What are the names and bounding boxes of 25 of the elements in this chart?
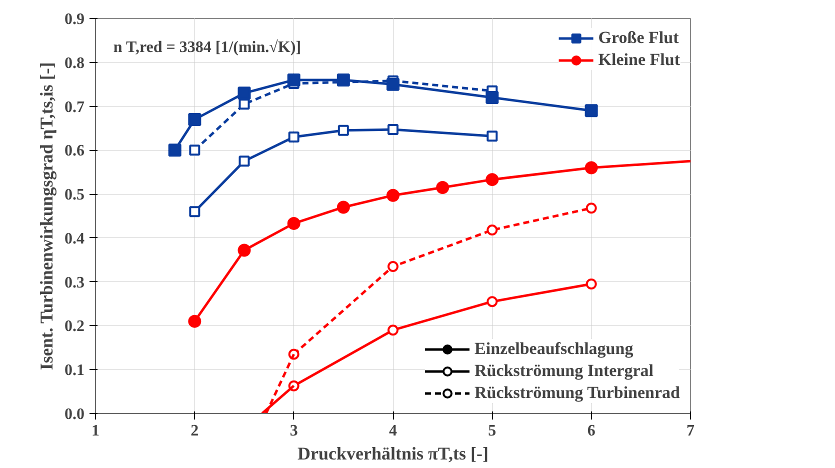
legend-label: Einzelbeaufschlagung — [474, 339, 634, 359]
y-tick-label: 0.9 — [64, 11, 84, 28]
x-tick-label: 1 — [92, 422, 100, 440]
legend-label: Rückströmung Intergral — [474, 361, 654, 381]
y-tick-label: 0.0 — [64, 406, 84, 423]
x-axis-title: Druckverhältnis πT,ts [-] — [297, 444, 489, 464]
y-tick-label: 0.1 — [64, 362, 84, 380]
annotation: n T,red = 3384 [1/(min.√K)] — [113, 39, 302, 56]
legend-label: Kleine Flut — [598, 50, 680, 70]
legend-label: Rückströmung Turbinenrad — [474, 383, 680, 403]
x-tick-label: 4 — [389, 422, 397, 440]
x-tick-label: 7 — [686, 422, 694, 440]
x-tick-label: 6 — [587, 422, 596, 440]
y-tick-label: 0.4 — [64, 230, 84, 248]
x-tick-label: 2 — [190, 422, 199, 440]
x-tick-label: 3 — [290, 422, 298, 440]
y-tick-label: 0.5 — [64, 186, 84, 204]
y-tick-label: 0.3 — [64, 274, 84, 292]
y-tick-label: 0.2 — [64, 318, 84, 336]
y-axis-title: Isent. Turbinenwirkungsgrad ηT,ts,is [-] — [36, 62, 56, 370]
y-tick-label: 0.6 — [64, 142, 84, 160]
x-tick-label: 5 — [488, 422, 496, 440]
y-tick-label: 0.7 — [64, 98, 84, 116]
legend-label: Große Flut — [598, 28, 679, 48]
y-tick-label: 0.8 — [64, 54, 84, 72]
